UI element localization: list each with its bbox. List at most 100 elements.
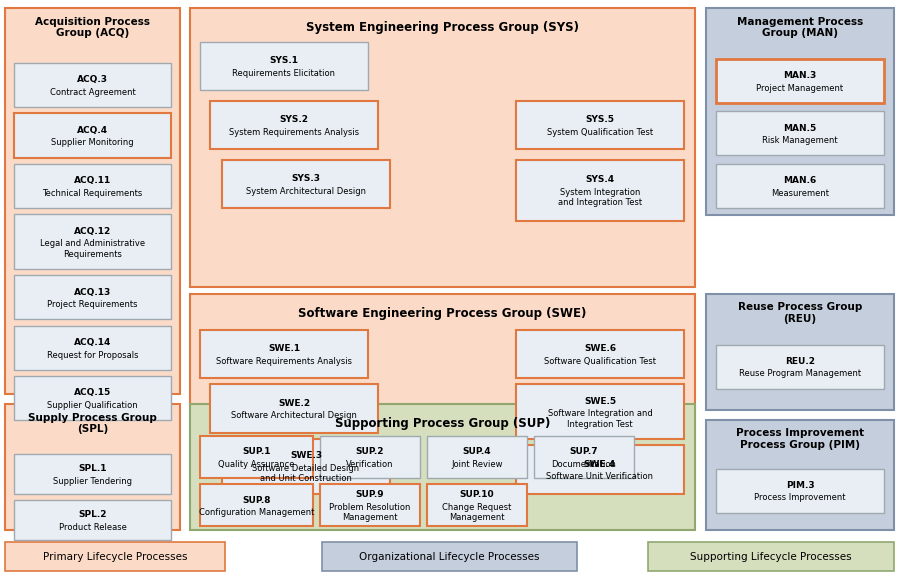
Text: Change Request
Management: Change Request Management	[442, 503, 512, 522]
Text: SYS.3: SYS.3	[292, 174, 320, 183]
Text: Organizational Lifecycle Processes: Organizational Lifecycle Processes	[359, 552, 540, 562]
Text: Measurement: Measurement	[771, 189, 829, 198]
Text: SYS.4: SYS.4	[585, 175, 615, 184]
Text: REU.2: REU.2	[785, 357, 815, 366]
Text: Supporting Process Group (SUP): Supporting Process Group (SUP)	[335, 417, 550, 430]
FancyBboxPatch shape	[210, 384, 378, 433]
FancyBboxPatch shape	[14, 454, 171, 494]
FancyBboxPatch shape	[190, 8, 695, 287]
FancyBboxPatch shape	[14, 164, 171, 208]
FancyBboxPatch shape	[190, 405, 695, 531]
FancyBboxPatch shape	[427, 436, 527, 478]
Text: System Architectural Design: System Architectural Design	[246, 187, 366, 196]
Text: SWE.4: SWE.4	[584, 460, 616, 469]
Text: SWE.5: SWE.5	[584, 397, 616, 406]
Text: ACQ.14: ACQ.14	[74, 338, 112, 347]
Text: SYS.2: SYS.2	[280, 115, 309, 124]
Text: Problem Resolution
Management: Problem Resolution Management	[329, 503, 410, 522]
Text: Software Integration and
Integration Test: Software Integration and Integration Tes…	[547, 409, 652, 429]
Text: Primary Lifecycle Processes: Primary Lifecycle Processes	[43, 552, 187, 562]
FancyBboxPatch shape	[427, 484, 527, 526]
Text: ACQ.13: ACQ.13	[74, 287, 111, 297]
Text: SPL.2: SPL.2	[78, 510, 107, 519]
Text: System Engineering Process Group (SYS): System Engineering Process Group (SYS)	[306, 21, 579, 34]
Text: Software Requirements Analysis: Software Requirements Analysis	[216, 357, 352, 366]
Text: System Qualification Test: System Qualification Test	[547, 128, 653, 137]
FancyBboxPatch shape	[5, 405, 180, 531]
Text: Supplier Monitoring: Supplier Monitoring	[51, 138, 134, 147]
FancyBboxPatch shape	[716, 111, 884, 156]
Text: SYS.5: SYS.5	[586, 115, 615, 124]
Text: Request for Proposals: Request for Proposals	[47, 350, 139, 360]
FancyBboxPatch shape	[320, 436, 420, 478]
FancyBboxPatch shape	[322, 542, 577, 571]
Text: Product Release: Product Release	[58, 523, 126, 532]
FancyBboxPatch shape	[320, 484, 420, 526]
Text: SUP.10: SUP.10	[460, 490, 494, 499]
Text: Software Detailed Design
and Unit Construction: Software Detailed Design and Unit Constr…	[252, 464, 360, 483]
FancyBboxPatch shape	[222, 160, 390, 208]
Text: ACQ.3: ACQ.3	[77, 75, 108, 85]
Text: Legal and Administrative
Requirements: Legal and Administrative Requirements	[40, 239, 145, 259]
Text: Verification: Verification	[346, 460, 394, 469]
FancyBboxPatch shape	[516, 445, 684, 494]
Text: ACQ.15: ACQ.15	[74, 388, 111, 398]
FancyBboxPatch shape	[716, 59, 884, 103]
Text: ACQ.12: ACQ.12	[74, 227, 111, 236]
Text: Process Improvement: Process Improvement	[754, 493, 846, 503]
Text: SWE.1: SWE.1	[268, 344, 300, 353]
Text: Risk Management: Risk Management	[762, 136, 838, 145]
Text: SUP.7: SUP.7	[570, 447, 599, 456]
Text: Technical Requirements: Technical Requirements	[42, 189, 142, 198]
Text: Documentation: Documentation	[552, 460, 617, 469]
FancyBboxPatch shape	[706, 8, 894, 215]
FancyBboxPatch shape	[210, 101, 378, 149]
Text: Software Qualification Test: Software Qualification Test	[544, 357, 656, 366]
FancyBboxPatch shape	[716, 345, 884, 389]
FancyBboxPatch shape	[516, 101, 684, 149]
Text: MAN.6: MAN.6	[783, 176, 816, 185]
FancyBboxPatch shape	[516, 160, 684, 220]
FancyBboxPatch shape	[222, 439, 390, 494]
Text: Project Management: Project Management	[756, 84, 843, 93]
FancyBboxPatch shape	[14, 63, 171, 107]
Text: SWE.3: SWE.3	[290, 451, 322, 461]
FancyBboxPatch shape	[200, 484, 313, 526]
Text: MAN.5: MAN.5	[783, 124, 816, 133]
Text: Contract Agreement: Contract Agreement	[50, 88, 135, 97]
Text: SUP.2: SUP.2	[356, 447, 384, 456]
Text: Requirements Elicitation: Requirements Elicitation	[232, 69, 336, 78]
Text: Reuse Program Management: Reuse Program Management	[739, 370, 861, 378]
Text: SYS.1: SYS.1	[269, 57, 299, 65]
FancyBboxPatch shape	[534, 436, 634, 478]
FancyBboxPatch shape	[706, 294, 894, 410]
Text: Supply Process Group
(SPL): Supply Process Group (SPL)	[28, 413, 157, 434]
Text: Supplier Qualification: Supplier Qualification	[47, 401, 138, 410]
FancyBboxPatch shape	[14, 376, 171, 420]
FancyBboxPatch shape	[190, 294, 695, 499]
Text: Process Improvement
Process Group (PIM): Process Improvement Process Group (PIM)	[736, 429, 864, 450]
Text: ACQ.11: ACQ.11	[74, 176, 111, 185]
FancyBboxPatch shape	[200, 436, 313, 478]
Text: SUP.9: SUP.9	[356, 490, 384, 499]
FancyBboxPatch shape	[648, 542, 894, 571]
FancyBboxPatch shape	[14, 275, 171, 319]
Text: Configuration Management: Configuration Management	[199, 508, 314, 517]
Text: Quality Assurance: Quality Assurance	[218, 460, 295, 469]
FancyBboxPatch shape	[200, 42, 368, 90]
Text: ACQ.4: ACQ.4	[76, 126, 108, 135]
Text: Reuse Process Group
(REU): Reuse Process Group (REU)	[738, 302, 862, 324]
FancyBboxPatch shape	[5, 8, 180, 394]
FancyBboxPatch shape	[14, 500, 171, 540]
Text: Acquisition Process
Group (ACQ): Acquisition Process Group (ACQ)	[35, 16, 150, 38]
Text: System Requirements Analysis: System Requirements Analysis	[229, 128, 359, 137]
Text: SPL.1: SPL.1	[78, 464, 107, 473]
Text: SUP.8: SUP.8	[242, 496, 271, 504]
Text: Software Engineering Process Group (SWE): Software Engineering Process Group (SWE)	[298, 307, 587, 319]
Text: Software Architectural Design: Software Architectural Design	[231, 412, 357, 420]
Text: Supporting Lifecycle Processes: Supporting Lifecycle Processes	[690, 552, 851, 562]
Text: Management Process
Group (MAN): Management Process Group (MAN)	[737, 16, 863, 38]
FancyBboxPatch shape	[716, 469, 884, 512]
Text: System Integration
and Integration Test: System Integration and Integration Test	[558, 188, 642, 207]
Text: SUP.4: SUP.4	[463, 447, 491, 456]
